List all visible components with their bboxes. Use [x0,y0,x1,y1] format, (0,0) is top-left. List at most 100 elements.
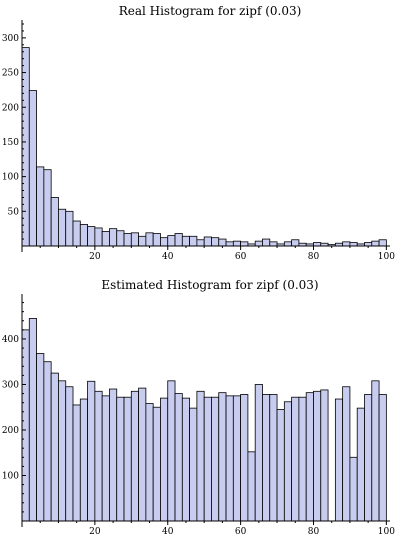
histogram-bar [298,396,307,522]
histogram-bar [21,47,30,247]
chart-title: Real Histogram for zipf (0.03) [119,4,302,18]
histogram-bar [50,197,59,247]
histogram-bar [313,242,322,247]
histogram-bar [116,396,125,522]
chart-real-histogram: Real Histogram for zipf (0.03) 20 40 60 80 1… [2,4,395,262]
histogram-bar [101,231,110,247]
histogram-bar [43,169,52,247]
histogram-bar [58,380,67,522]
tick-group: 20 40 60 80 100 100 200 300 400 [2,302,395,537]
histogram-bar [320,389,329,522]
x-tick-label: 20 [89,527,101,537]
histogram-bar [116,230,125,247]
y-tick-label: 100 [2,471,19,481]
histogram-bar [313,390,322,522]
chart-estimated-histogram: Estimated Histogram for zipf (0.03) 20 40… [2,278,395,537]
histogram-bar [232,240,242,247]
histogram-bar [203,236,212,247]
y-tick-label: 200 [2,426,19,436]
histogram-bar [342,241,351,247]
y-tick-label: 400 [2,335,19,345]
histogram-bar [262,394,271,522]
histogram-bar [371,240,380,247]
histogram-bar [218,392,227,522]
x-tick-label: 100 [378,252,395,262]
y-tick-label: 100 [2,173,19,183]
histogram-bar [247,451,256,522]
histogram-bar [378,239,387,247]
x-tick-label: 80 [308,252,320,262]
histogram-bar [211,396,220,522]
histogram-bar [225,395,234,522]
bar-group [21,47,387,247]
histogram-bar [138,387,147,522]
histogram-bar [269,394,278,522]
histogram-bar [123,233,132,247]
histogram-bar [364,394,373,522]
histogram-bar [203,396,212,522]
histogram-bar [72,404,81,522]
histogram-bar [349,456,358,522]
histogram-bar [43,361,52,522]
histogram-bar [28,90,37,247]
chart-title: Estimated Histogram for zipf (0.03) [101,278,318,292]
histogram-bar [79,224,88,247]
histogram-bar [79,398,88,522]
histogram-bar [283,401,293,522]
histogram-bar [145,232,154,247]
histogram-bar [189,235,198,247]
histogram-bar [196,390,205,522]
y-tick-label: 300 [2,380,19,390]
x-tick-label: 20 [89,252,101,262]
histogram-bar [356,407,365,522]
y-tick-label: 200 [2,103,19,113]
histogram-bar [152,406,161,522]
histogram-bar [94,390,103,522]
histogram-bar [364,242,373,247]
histogram-bar [232,395,242,522]
histogram-bar [342,386,351,522]
tick-group: 20 40 60 80 100 50 100 150 200 250 300 [2,23,395,262]
histogram-bar [101,395,110,522]
histogram-bar [211,237,220,247]
histogram-bar [189,407,198,522]
histogram-bar [50,372,59,522]
histogram-bar [109,228,118,247]
histogram-bar [160,397,169,522]
histogram-bar [58,208,67,247]
histogram-bar [225,241,234,247]
histogram-bar [36,353,45,522]
y-tick-label: 250 [2,69,19,79]
histogram-bar [291,396,300,522]
histogram-bar [72,220,81,247]
histogram-bar [94,227,103,247]
x-tick-label: 80 [308,527,320,537]
histogram-bar [181,397,191,522]
histogram-bar [254,240,263,247]
histogram-bar [269,241,278,247]
histogram-bar [181,235,191,247]
histogram-bar [240,241,249,247]
histogram-bar [109,388,118,522]
histogram-bar [21,329,30,522]
y-tick-label: 150 [2,138,19,148]
histogram-bar [254,384,263,522]
histogram-bar [378,394,387,522]
histogram-bar [196,239,205,247]
histogram-bar [218,238,227,247]
y-tick-label: 300 [2,34,19,44]
histogram-bar [87,226,96,247]
histogram-bar [305,392,314,522]
x-tick-label: 60 [235,252,247,262]
histogram-bar [349,242,358,247]
histogram-bar [167,380,176,522]
histogram-bar [262,238,271,247]
histogram-bar [283,241,293,247]
histogram-bar [130,232,139,247]
histogram-bar [334,398,344,522]
histogram-bar [138,235,147,247]
x-tick-label: 100 [378,527,395,537]
histogram-bar [371,380,380,522]
bar-group [21,318,387,522]
